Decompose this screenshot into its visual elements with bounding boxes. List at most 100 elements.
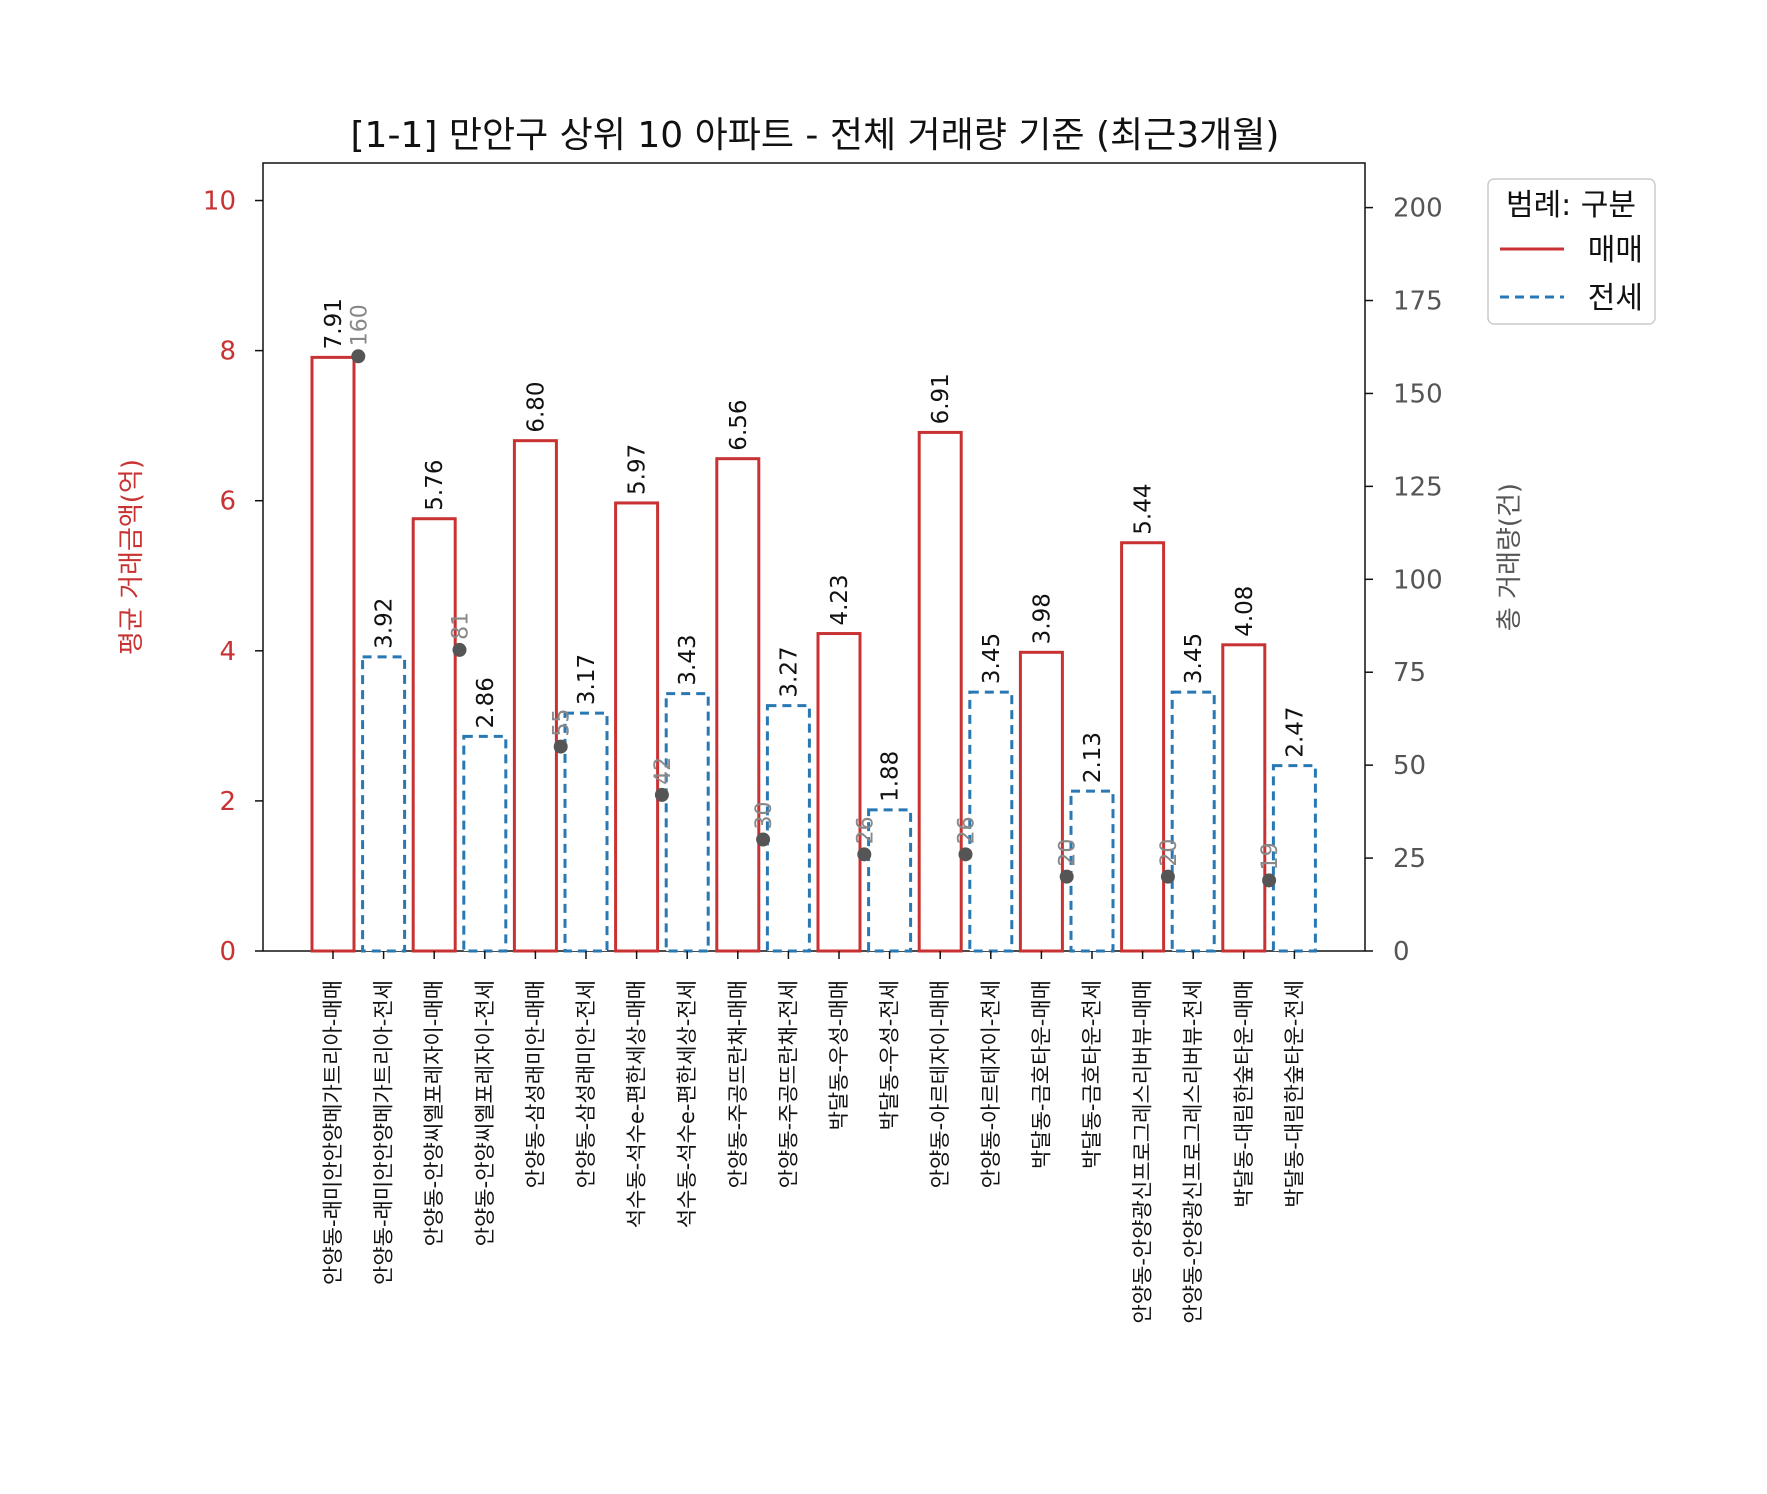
bar-jeonse xyxy=(765,704,811,953)
volume-value-label: 42 xyxy=(651,757,676,785)
bar-value-label: 3.45 xyxy=(979,633,1005,684)
y-left-tick-label: 6 xyxy=(219,487,236,517)
bar-sale xyxy=(1221,643,1267,953)
y-right-tick-label: 150 xyxy=(1393,379,1443,409)
x-tick-label: 안양동-래미안안양메가트리아-전세 xyxy=(372,980,396,1285)
y-left-tick-label: 2 xyxy=(219,787,236,817)
y-right-tick-label: 125 xyxy=(1393,472,1443,502)
x-tick-label: 안양동-주공뜨란채-매매 xyxy=(726,980,750,1188)
volume-layer: 160 81 55 42 30 26 26 20 20 19 xyxy=(347,304,1283,888)
y-right-tick-label: 25 xyxy=(1393,844,1426,874)
bar-jeonse xyxy=(462,734,508,953)
y-left-tick-label: 4 xyxy=(219,637,236,667)
bar-value-label: 5.44 xyxy=(1131,484,1157,535)
volume-value-label: 20 xyxy=(1056,839,1081,867)
y-left-tick-label: 8 xyxy=(219,337,236,367)
volume-value-label: 19 xyxy=(1258,842,1283,870)
volume-value-label: 81 xyxy=(449,612,474,640)
bar-value-label: 3.98 xyxy=(1029,593,1055,644)
bar-value-label: 5.76 xyxy=(422,460,448,511)
volume-value-label: 26 xyxy=(955,816,980,844)
bar-sale xyxy=(1018,650,1064,953)
bar-sale xyxy=(715,457,761,953)
volume-point xyxy=(958,847,973,862)
y-right-tick-label: 50 xyxy=(1393,751,1426,781)
volume-point xyxy=(857,847,872,862)
y-right-tick-label: 200 xyxy=(1393,194,1443,224)
x-tick-label: 박달동-금호타운-전세 xyxy=(1080,980,1104,1169)
bar-value-label: 3.27 xyxy=(776,646,802,697)
volume-value-label: 20 xyxy=(1157,839,1182,867)
bar-value-label: 2.13 xyxy=(1080,732,1106,783)
bar-jeonse xyxy=(1069,789,1115,953)
bar-sale xyxy=(1120,541,1166,953)
bar-value-label: 3.17 xyxy=(574,654,600,705)
bar-value-label: 7.91 xyxy=(321,298,347,349)
legend-sale-label: 매매 xyxy=(1588,233,1643,268)
bar-sale xyxy=(614,501,660,953)
x-tick-label: 박달동-우성-매매 xyxy=(827,980,851,1130)
y-right-tick-label: 75 xyxy=(1393,658,1426,688)
bar-value-label: 5.97 xyxy=(625,444,651,495)
volume-point xyxy=(756,832,771,847)
x-tick-label: 박달동-대림한숲타운-전세 xyxy=(1282,980,1306,1208)
bar-jeonse xyxy=(1170,690,1216,953)
y-axis-right-label: 총 거래량(건) xyxy=(1495,483,1525,631)
y-right-tick-label: 100 xyxy=(1393,565,1443,595)
bars-layer: 7.91 3.92 5.76 2.86 6.80 3.17 5.97 3.43 6.56 3.27… xyxy=(310,298,1317,953)
y-right-tick-label: 0 xyxy=(1393,937,1410,967)
x-tick-label: 박달동-금호타운-매매 xyxy=(1029,980,1053,1169)
bar-jeonse xyxy=(361,655,407,953)
x-tick-label: 안양동-삼성래미안-매매 xyxy=(523,980,547,1188)
bar-value-label: 3.43 xyxy=(675,634,701,685)
bar-sale xyxy=(816,632,862,953)
x-tick-label: 안양동-안양씨엘포레자이-전세 xyxy=(473,980,497,1246)
y-right-tick-label: 175 xyxy=(1393,287,1443,317)
bar-sale xyxy=(512,439,558,953)
bar-value-label: 2.47 xyxy=(1282,706,1308,757)
bar-value-label: 4.23 xyxy=(827,574,853,625)
volume-value-label: 160 xyxy=(347,304,372,346)
bar-value-label: 4.08 xyxy=(1232,586,1258,637)
volume-point xyxy=(1059,869,1074,884)
volume-point xyxy=(452,642,467,657)
bar-jeonse xyxy=(867,808,913,953)
chart-title: [1-1] 만안구 상위 10 아파트 - 전체 거래량 기준 (최근3개월) xyxy=(351,115,1280,156)
bar-jeonse xyxy=(664,692,710,953)
legend: 범례: 구분 매매 전세 xyxy=(1487,178,1656,325)
volume-value-label: 55 xyxy=(550,709,575,737)
bar-value-label: 6.91 xyxy=(928,373,954,424)
y-left-tick-label: 10 xyxy=(203,187,236,217)
x-tick-label: 안양동-래미안안양메가트리아-매매 xyxy=(321,980,345,1285)
x-tick-label: 안양동-아르테자이-매매 xyxy=(928,980,952,1188)
volume-point xyxy=(553,739,568,754)
volume-value-label: 26 xyxy=(853,816,878,844)
bar-sale xyxy=(917,430,963,953)
x-tick-label: 석수동-석수e-편한세상-전세 xyxy=(675,980,699,1228)
bar-jeonse xyxy=(968,690,1014,953)
x-tick-label: 안양동-안양광신프로그레스리버뷰-매매 xyxy=(1131,980,1155,1324)
y-left-tick-label: 0 xyxy=(219,937,236,967)
volume-point xyxy=(654,787,669,802)
x-tick-label: 석수동-석수e-편한세상-매매 xyxy=(625,980,649,1228)
volume-value-label: 30 xyxy=(752,801,777,829)
bar-value-label: 2.86 xyxy=(473,677,499,728)
bar-value-label: 3.92 xyxy=(372,598,398,649)
bar-jeonse xyxy=(563,711,609,953)
x-tick-label: 박달동-우성-전세 xyxy=(878,980,902,1130)
x-tick-label: 안양동-아르테자이-전세 xyxy=(979,980,1003,1188)
x-tick-label: 안양동-안양씨엘포레자이-매매 xyxy=(422,980,446,1246)
bar-value-label: 3.45 xyxy=(1181,633,1207,684)
plot-frame xyxy=(262,162,1366,952)
legend-jeonse-label: 전세 xyxy=(1588,281,1643,316)
bar-value-label: 6.56 xyxy=(726,399,752,450)
x-tick-label: 안양동-주공뜨란채-전세 xyxy=(776,980,800,1188)
x-tick-label: 박달동-대림한숲타운-매매 xyxy=(1232,980,1256,1208)
legend-box xyxy=(1487,178,1656,325)
axes-layer: 02468100255075100125150175200안양동-래미안안양메가… xyxy=(203,187,1443,1324)
x-tick-label: 안양동-삼성래미안-전세 xyxy=(574,980,598,1188)
y-axis-left-label: 평균 거래금액(억) xyxy=(117,459,147,655)
volume-point xyxy=(1160,869,1175,884)
bar-value-label: 6.80 xyxy=(523,381,549,432)
